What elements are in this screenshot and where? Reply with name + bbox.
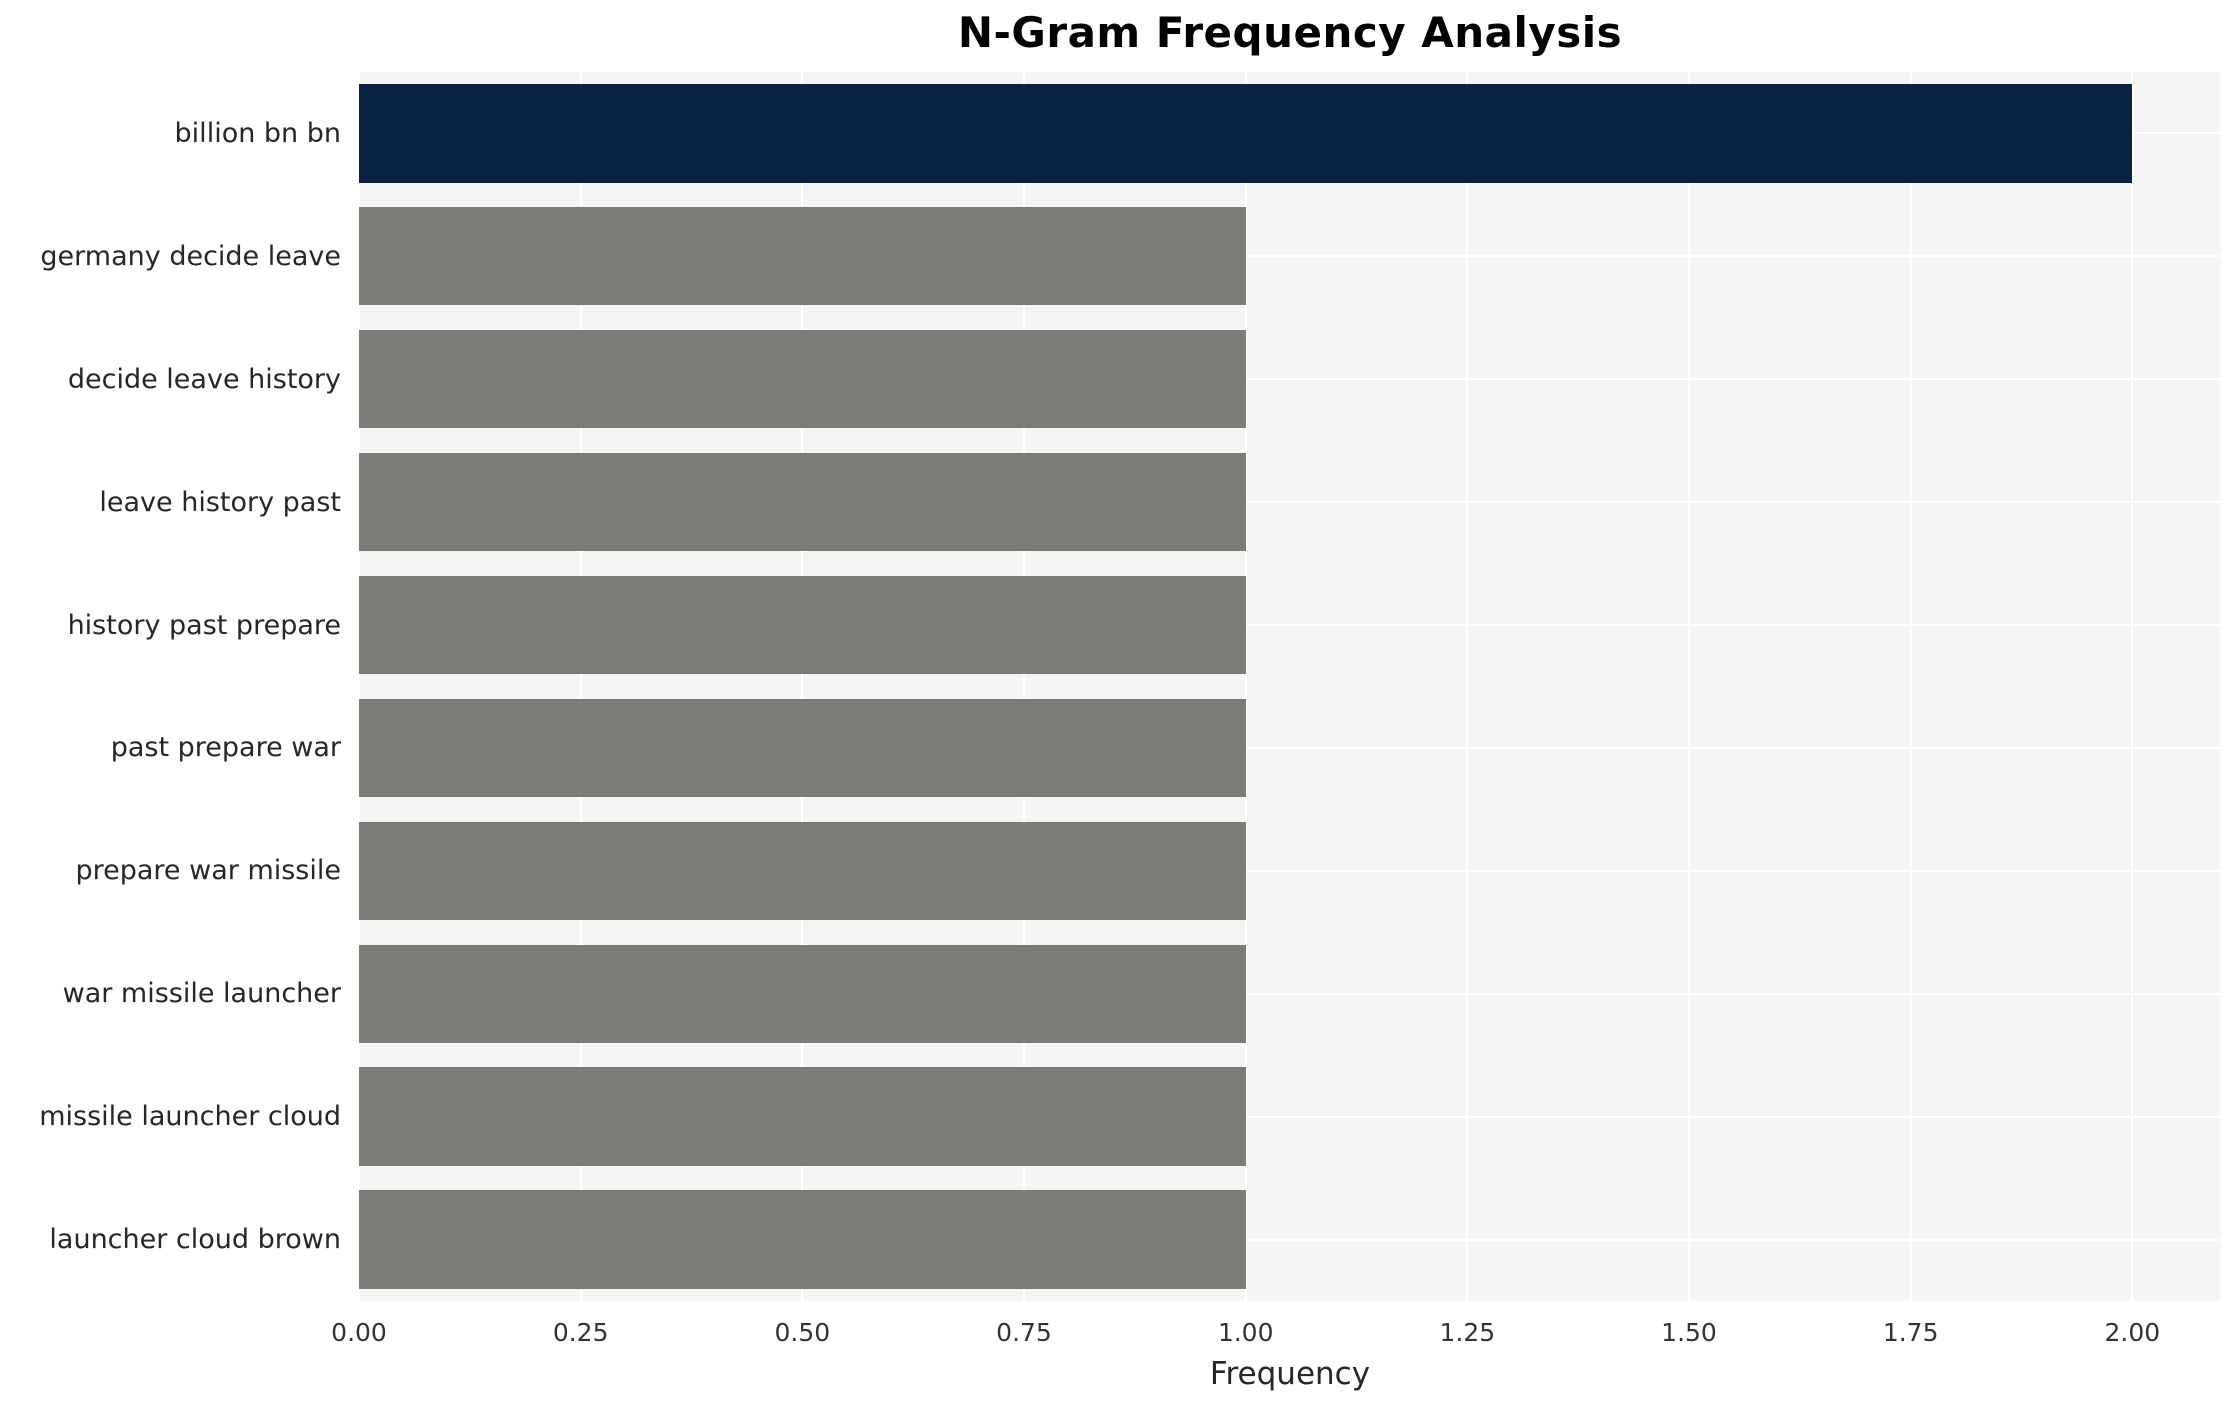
gridline-vertical <box>1244 72 1247 1301</box>
x-tick-label: 1.75 <box>1882 1318 1939 1347</box>
gridline-vertical <box>1466 72 1469 1301</box>
bar-decide-leave-history <box>359 330 1246 429</box>
x-axis-ticks: 0.00 0.25 0.50 0.75 1.00 1.25 1.50 1.75 2.00 <box>331 1318 2221 1352</box>
bar-row: billion bn bn <box>175 72 2221 195</box>
gridline-horizontal <box>359 992 2221 995</box>
category-label: billion bn bn <box>174 117 341 149</box>
gridline-horizontal <box>359 869 2221 872</box>
gridline-horizontal <box>359 1115 2221 1118</box>
bar-billion-bn-bn <box>359 84 2133 183</box>
category-label: decide leave history <box>67 363 341 395</box>
bar-row: launcher cloud brown <box>49 1178 2221 1301</box>
category-label: launcher cloud brown <box>49 1223 341 1255</box>
bar-row: history past prepare <box>68 564 2221 687</box>
x-tick-label: 0.50 <box>774 1318 831 1347</box>
x-tick-label: 1.25 <box>1439 1318 1496 1347</box>
bar-row: war missile launcher <box>63 932 2221 1055</box>
x-tick-label: 0.75 <box>996 1318 1052 1347</box>
bar-prepare-war-missile <box>359 821 1246 920</box>
gridline-horizontal <box>359 624 2221 627</box>
bar-row: decide leave history <box>68 318 2221 441</box>
gridline-horizontal <box>359 378 2221 381</box>
gridline-horizontal <box>359 746 2221 749</box>
gridline-horizontal <box>359 1238 2221 1241</box>
gridline-vertical <box>2131 72 2134 1301</box>
gridline-vertical <box>801 72 804 1301</box>
category-label: germany decide leave <box>40 240 341 272</box>
category-label: leave history past <box>99 486 341 518</box>
gridline-vertical <box>358 72 360 1301</box>
gridline-vertical <box>579 72 582 1301</box>
bar-germany-decide-leave <box>359 207 1246 306</box>
category-label: prepare war missile <box>75 855 341 887</box>
bar-war-missile-launcher <box>359 944 1246 1043</box>
bar-row: past prepare war <box>111 686 2221 809</box>
chart-title: N-Gram Frequency Analysis <box>957 8 1623 57</box>
bar-history-past-prepare <box>359 575 1246 675</box>
gridline-horizontal <box>359 255 2221 258</box>
bar-row: prepare war missile <box>75 809 2221 932</box>
category-label: history past prepare <box>67 609 341 641</box>
bar-missile-launcher-cloud <box>359 1067 1246 1166</box>
x-axis-label: Frequency <box>1209 1356 1371 1392</box>
bar-row: missile launcher cloud <box>39 1055 2221 1178</box>
bar-launcher-cloud-brown <box>359 1190 1246 1289</box>
bar-row: germany decide leave <box>40 195 2221 318</box>
category-label: past prepare war <box>110 732 341 764</box>
x-tick-label: 1.00 <box>1217 1318 1274 1347</box>
x-tick-label: 0.25 <box>552 1318 609 1347</box>
gridline-horizontal <box>359 501 2221 504</box>
category-label: war missile launcher <box>62 978 341 1010</box>
gridline-vertical <box>1688 72 1690 1301</box>
bar-leave-history-past <box>359 452 1246 552</box>
x-tick-label: 2.00 <box>2104 1318 2161 1347</box>
gridline-vertical <box>1023 72 1025 1301</box>
bar-row: leave history past <box>99 441 2221 564</box>
plot-area: billion bn bn germany decide leave decide … <box>39 72 2221 1301</box>
gridline-vertical <box>1909 72 1912 1301</box>
category-label: missile launcher cloud <box>39 1101 341 1133</box>
bar-past-prepare-war <box>359 698 1246 798</box>
x-tick-label: 1.50 <box>1661 1318 1717 1347</box>
x-tick-label: 0.00 <box>331 1318 387 1347</box>
